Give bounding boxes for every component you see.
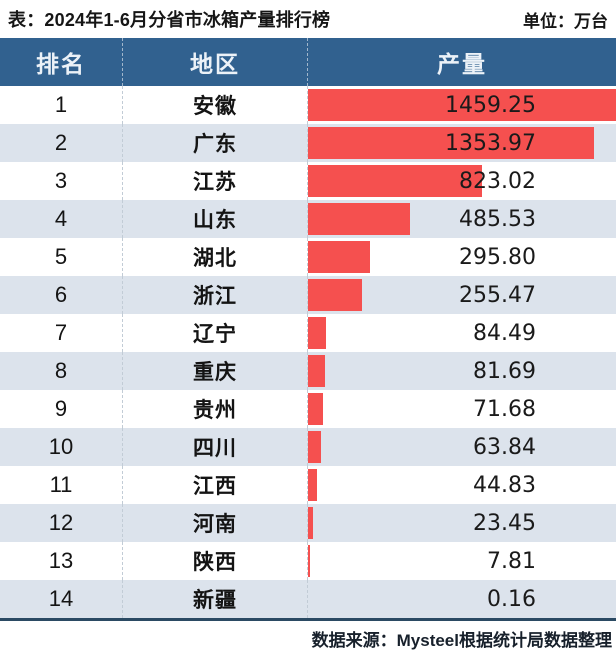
footer: 数据来源：Mysteel根据统计局数据整理 bbox=[0, 621, 616, 656]
table-row: 6 浙江 255.47 bbox=[0, 276, 616, 314]
value-cell: 81.69 bbox=[308, 352, 616, 390]
production-bar bbox=[308, 127, 594, 159]
region-cell: 重庆 bbox=[123, 352, 308, 390]
rank-cell: 9 bbox=[0, 390, 123, 428]
table-row: 9 贵州 71.68 bbox=[0, 390, 616, 428]
rank-cell: 4 bbox=[0, 200, 123, 238]
value-cell: 84.49 bbox=[308, 314, 616, 352]
value-cell: 7.81 bbox=[308, 542, 616, 580]
table-row: 11 江西 44.83 bbox=[0, 466, 616, 504]
region-cell: 四川 bbox=[123, 428, 308, 466]
production-bar bbox=[308, 89, 616, 121]
page-title: 表：2024年1-6月分省市冰箱产量排行榜 bbox=[8, 10, 331, 30]
production-value: 485.53 bbox=[459, 206, 536, 232]
production-bar bbox=[308, 393, 324, 425]
production-bar bbox=[308, 431, 322, 463]
column-header-output: 产量 bbox=[437, 51, 487, 77]
table-row: 5 湖北 295.80 bbox=[0, 238, 616, 276]
production-value: 1459.25 bbox=[445, 92, 536, 118]
table-row: 2 广东 1353.97 bbox=[0, 124, 616, 162]
value-cell: 255.47 bbox=[308, 276, 616, 314]
region-cell: 贵州 bbox=[123, 390, 308, 428]
production-bar bbox=[308, 507, 313, 539]
region-cell: 江苏 bbox=[123, 162, 308, 200]
production-bar bbox=[308, 469, 318, 501]
table-row: 3 江苏 823.02 bbox=[0, 162, 616, 200]
table-row: 8 重庆 81.69 bbox=[0, 352, 616, 390]
rank-cell: 11 bbox=[0, 466, 123, 504]
table-row: 4 山东 485.53 bbox=[0, 200, 616, 238]
production-value: 823.02 bbox=[459, 168, 536, 194]
rank-cell: 3 bbox=[0, 162, 123, 200]
rank-cell: 7 bbox=[0, 314, 123, 352]
rank-cell: 14 bbox=[0, 580, 123, 618]
column-header-rank: 排名 bbox=[0, 38, 123, 86]
value-cell: 63.84 bbox=[308, 428, 616, 466]
production-value: 255.47 bbox=[459, 282, 536, 308]
value-cell: 71.68 bbox=[308, 390, 616, 428]
table-row: 12 河南 23.45 bbox=[0, 504, 616, 542]
region-cell: 安徽 bbox=[123, 86, 308, 124]
rank-cell: 13 bbox=[0, 542, 123, 580]
value-cell: 44.83 bbox=[308, 466, 616, 504]
region-cell: 山东 bbox=[123, 200, 308, 238]
table-bottom-rule bbox=[0, 618, 616, 621]
production-value: 63.84 bbox=[473, 434, 536, 460]
production-bar bbox=[308, 241, 371, 273]
production-bar bbox=[308, 355, 326, 387]
value-cell: 23.45 bbox=[308, 504, 616, 542]
production-value: 71.68 bbox=[473, 396, 536, 422]
value-cell: 1353.97 bbox=[308, 124, 616, 162]
value-cell: 0.16 bbox=[308, 580, 616, 618]
rank-cell: 12 bbox=[0, 504, 123, 542]
title-bar: 表：2024年1-6月分省市冰箱产量排行榜 单位：万台 bbox=[0, 0, 616, 38]
table-row: 7 辽宁 84.49 bbox=[0, 314, 616, 352]
production-value: 0.16 bbox=[487, 586, 536, 612]
rank-cell: 2 bbox=[0, 124, 123, 162]
region-cell: 广东 bbox=[123, 124, 308, 162]
production-value: 81.69 bbox=[473, 358, 536, 384]
value-cell: 295.80 bbox=[308, 238, 616, 276]
region-cell: 湖北 bbox=[123, 238, 308, 276]
region-cell: 辽宁 bbox=[123, 314, 308, 352]
production-value: 44.83 bbox=[473, 472, 536, 498]
production-bar bbox=[308, 545, 310, 577]
value-cell: 1459.25 bbox=[308, 86, 616, 124]
region-cell: 河南 bbox=[123, 504, 308, 542]
production-value: 84.49 bbox=[473, 320, 536, 346]
table-row: 13 陕西 7.81 bbox=[0, 542, 616, 580]
value-cell: 485.53 bbox=[308, 200, 616, 238]
region-cell: 浙江 bbox=[123, 276, 308, 314]
production-bar bbox=[308, 279, 362, 311]
table-header: 排名 地区 产量 bbox=[0, 38, 616, 86]
production-value: 1353.97 bbox=[445, 130, 536, 156]
data-source-note: 数据来源：Mysteel根据统计局数据整理 bbox=[311, 631, 612, 650]
production-bar bbox=[308, 203, 411, 235]
production-bar bbox=[308, 165, 482, 197]
column-header-region: 地区 bbox=[123, 38, 308, 86]
production-value: 295.80 bbox=[459, 244, 536, 270]
production-bar bbox=[308, 317, 326, 349]
region-cell: 陕西 bbox=[123, 542, 308, 580]
rank-cell: 8 bbox=[0, 352, 123, 390]
rank-cell: 5 bbox=[0, 238, 123, 276]
region-cell: 江西 bbox=[123, 466, 308, 504]
table-row: 14 新疆 0.16 bbox=[0, 580, 616, 618]
table-row: 10 四川 63.84 bbox=[0, 428, 616, 466]
value-cell: 823.02 bbox=[308, 162, 616, 200]
unit-label: 单位：万台 bbox=[523, 11, 608, 31]
production-value: 23.45 bbox=[473, 510, 536, 536]
production-value: 7.81 bbox=[487, 548, 536, 574]
rank-cell: 10 bbox=[0, 428, 123, 466]
table-row: 1 安徽 1459.25 bbox=[0, 86, 616, 124]
region-cell: 新疆 bbox=[123, 580, 308, 618]
table-body: 1 安徽 1459.25 2 广东 1353.97 3 江苏 823.02 4 … bbox=[0, 86, 616, 618]
rank-cell: 1 bbox=[0, 86, 123, 124]
rank-cell: 6 bbox=[0, 276, 123, 314]
